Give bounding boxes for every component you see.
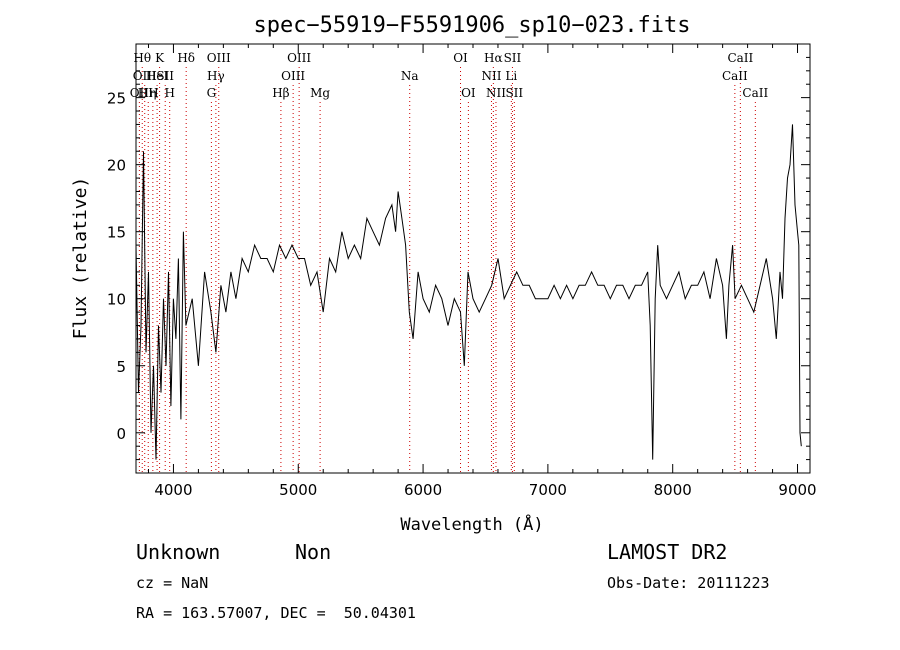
- line-label: CaII: [727, 51, 753, 65]
- line-label: Hβ: [272, 86, 289, 100]
- chart-title: spec−55919−F5591906_sp10−023.fits: [253, 13, 690, 38]
- y-tick-label: 5: [116, 358, 126, 376]
- line-label: Hα: [484, 51, 503, 65]
- line-label: OI: [461, 86, 476, 100]
- line-label: CaII: [722, 69, 748, 83]
- redshift-text: cz = NaN: [136, 574, 208, 592]
- line-label: SII: [156, 69, 174, 83]
- line-label: Hγ: [207, 69, 225, 83]
- line-label: Hδ: [177, 51, 195, 65]
- y-tick-label: 10: [107, 291, 126, 309]
- line-label: OIII: [287, 51, 311, 65]
- line-label: OIII: [207, 51, 231, 65]
- survey-label: LAMOST DR2: [607, 540, 727, 564]
- x-tick-label: 6000: [404, 481, 442, 499]
- y-tick-label: 25: [107, 90, 126, 108]
- y-tick-label: 0: [116, 425, 126, 443]
- object-subclass-label: Non: [295, 540, 331, 564]
- x-tick-label: 5000: [279, 481, 317, 499]
- y-tick-label: 20: [107, 157, 126, 175]
- y-axis-label: Flux (relative): [70, 177, 91, 340]
- plot-frame: [136, 44, 810, 473]
- line-label: Li: [505, 69, 517, 83]
- line-label: NII: [486, 86, 506, 100]
- y-tick-label: 15: [107, 224, 126, 242]
- line-label: K: [155, 51, 165, 65]
- x-axis-label: Wavelength (Å): [400, 513, 543, 535]
- line-label: Mg: [310, 86, 330, 100]
- coordinates-text: RA = 163.57007, DEC = 50.04301: [136, 604, 416, 622]
- x-tick-label: 8000: [654, 481, 692, 499]
- line-label: Na: [401, 69, 419, 83]
- line-label: G: [207, 86, 217, 100]
- y-axis-ticks: 0 5 10 15 20 25: [107, 57, 810, 459]
- line-label: SII: [504, 51, 522, 65]
- line-label: NII: [481, 69, 501, 83]
- line-label: η: [149, 86, 156, 100]
- obs-date-text: Obs-Date: 20111223: [607, 574, 770, 592]
- line-label: OIII: [281, 69, 305, 83]
- line-label: CaII: [742, 86, 768, 100]
- object-class-label: Unknown: [136, 540, 220, 564]
- x-tick-label: 9000: [778, 481, 816, 499]
- line-label: SII: [505, 86, 523, 100]
- line-label: H: [164, 86, 174, 100]
- x-tick-label: 7000: [529, 481, 567, 499]
- x-tick-label: 4000: [154, 481, 192, 499]
- emission-line-markers: [139, 67, 755, 473]
- line-label: OI: [453, 51, 468, 65]
